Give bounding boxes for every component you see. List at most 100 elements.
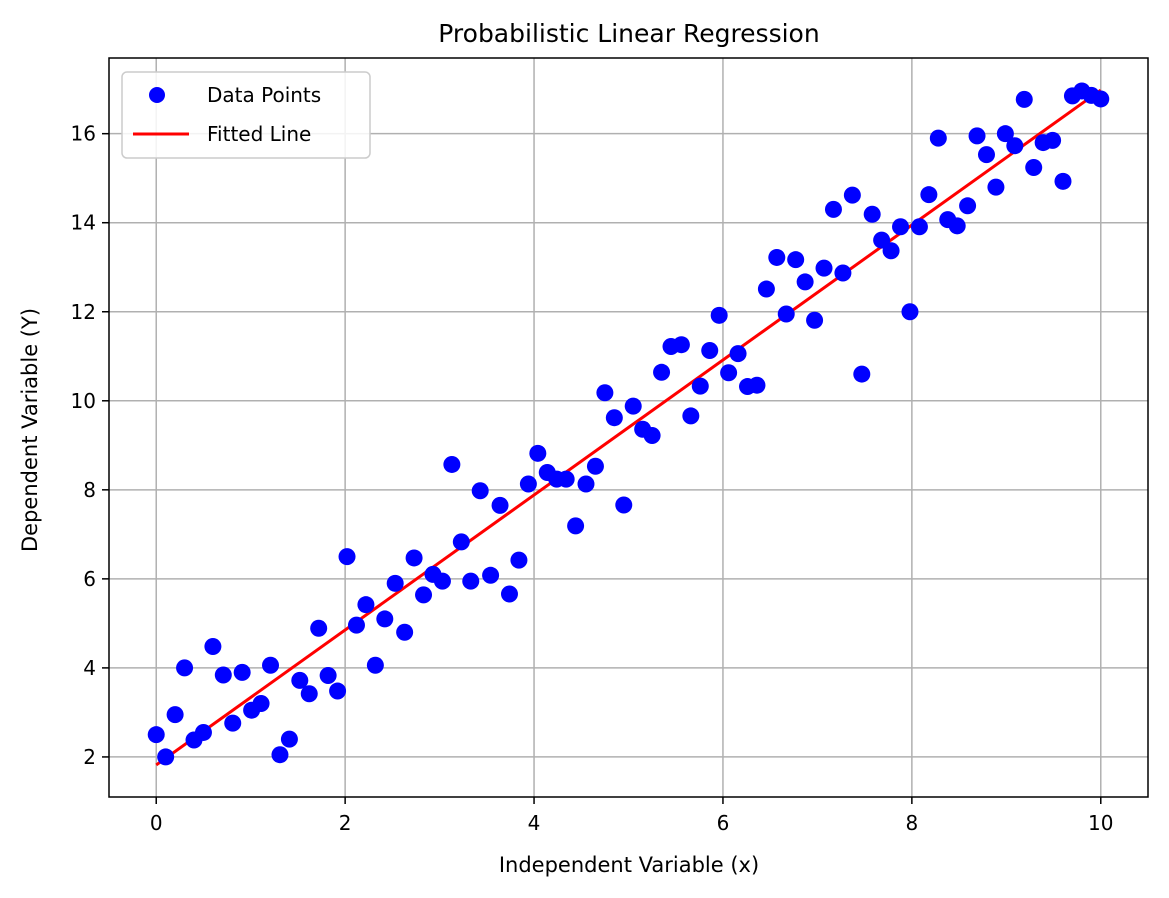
data-point [577,475,595,493]
data-point [176,659,194,677]
data-point [157,748,175,766]
data-point [291,671,309,689]
legend: Data Points Fitted Line [121,71,371,159]
y-tick-label: 4 [83,656,96,680]
chart-title: Probabilistic Linear Regression [438,19,819,48]
data-point [910,218,928,236]
y-tick-label: 12 [71,300,96,324]
data-point [815,259,833,277]
data-point [643,427,661,445]
data-point [557,470,575,488]
data-point [720,364,738,382]
data-point [405,549,423,567]
data-point [224,714,242,732]
plot-frame [108,57,1149,798]
data-point [529,444,547,462]
data-point [1044,131,1062,149]
data-point [1015,90,1033,108]
y-tick-label: 2 [83,745,96,769]
data-point [233,663,251,681]
x-axis-title: Independent Variable (x) [499,853,759,877]
data-point [787,251,805,269]
x-tick-label: 4 [528,811,541,835]
data-point [300,685,318,703]
x-tick-label: 0 [150,811,163,835]
y-tick-label: 16 [71,122,96,146]
data-point [691,377,709,395]
data-point [214,666,232,684]
data-point [777,305,795,323]
data-point [853,365,871,383]
data-point [959,197,977,215]
data-point [682,407,700,425]
data-point [987,178,1005,196]
y-tick-label: 14 [71,211,96,235]
data-point [615,496,633,514]
y-tick-label: 8 [83,478,96,502]
data-point [319,666,337,684]
data-point [329,682,347,700]
data-point [653,363,671,381]
data-point [567,517,585,535]
data-point [415,586,433,604]
data-point [920,186,938,204]
y-tick-label: 6 [83,567,96,591]
legend-box [121,71,371,159]
fitted-line [155,88,1102,767]
data-point [824,200,842,218]
data-point [948,217,966,235]
data-point [386,574,404,592]
data-point [338,548,356,566]
y-tick-label: 10 [71,389,96,413]
data-point [147,726,165,744]
data-point [452,533,470,551]
data-point [596,384,614,402]
data-points-layer [147,82,1110,766]
data-point [376,610,394,628]
data-point [796,273,814,291]
data-point [806,311,824,329]
legend-label-data-points: Data Points [207,83,321,107]
data-point [834,264,852,282]
legend-label-fitted-line: Fitted Line [207,122,311,146]
x-tick-label: 8 [905,811,918,835]
data-point [843,186,861,204]
data-point [433,572,451,590]
data-point [929,129,947,147]
data-point [482,566,500,584]
data-point [310,619,328,637]
data-point [1006,137,1024,155]
data-point [491,496,509,514]
data-point [996,125,1014,143]
data-point [166,706,184,724]
legend-marker-data-points [149,87,165,103]
data-point [1025,159,1043,177]
data-point [252,695,270,713]
data-point [500,585,518,603]
data-point [262,656,280,674]
data-point [624,397,642,415]
data-point [710,306,728,324]
data-point [748,376,766,394]
fitted-line-layer [155,88,1102,767]
data-point [1092,90,1110,108]
y-axis-title: Dependent Variable (Y) [18,308,42,552]
data-point [396,623,414,641]
data-point [605,409,623,427]
data-point [271,746,289,764]
data-point [768,248,786,266]
data-point [510,551,528,569]
data-point [892,218,910,236]
data-point [586,457,604,475]
data-point [977,146,995,164]
data-point [280,730,298,748]
data-point [443,455,461,473]
data-point [729,345,747,363]
data-point [204,638,222,656]
data-point [462,572,480,590]
data-point [757,280,775,298]
data-point [194,723,212,741]
y-axis-ticks: 2 4 6 8 10 12 14 16 [71,122,109,769]
data-point [519,475,537,493]
